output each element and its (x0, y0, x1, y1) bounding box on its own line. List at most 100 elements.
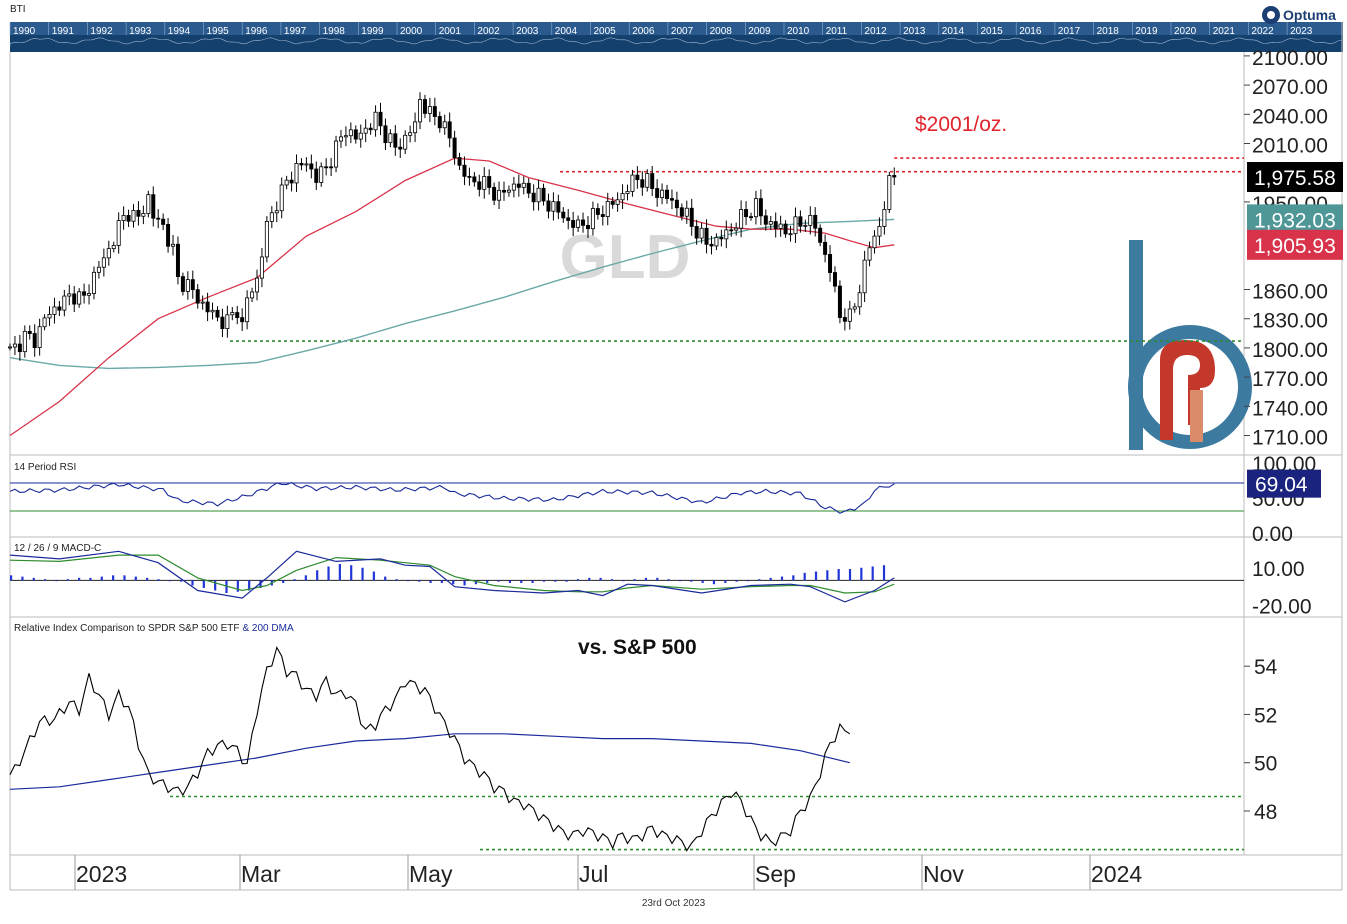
price-bar (161, 213, 166, 231)
rsi-value-box (1247, 469, 1321, 498)
price-bar (62, 289, 67, 317)
price-label-price: 1,975.58 (1254, 167, 1336, 190)
price-bar-body (72, 293, 77, 305)
price-bar (818, 224, 823, 247)
price-bar-body (620, 193, 625, 201)
year-label-2010: 2010 (787, 26, 810, 37)
price-bar-body (299, 163, 304, 166)
price-bar (867, 241, 872, 267)
price-bar-body (264, 221, 269, 258)
price-bar-body (852, 306, 857, 310)
price-tick-label: 2040.00 (1252, 105, 1328, 128)
price-bar (808, 206, 813, 235)
macd-histogram-bar (769, 577, 772, 581)
price-bar-body (422, 99, 427, 114)
macd-histogram-bar (66, 579, 69, 581)
price-bar-body (131, 210, 136, 222)
macd-histogram-bar (474, 580, 478, 585)
year-label-2011: 2011 (826, 26, 848, 37)
price-bar-body (457, 157, 462, 166)
price-bar-body (783, 223, 788, 235)
price-bar-body (803, 224, 808, 227)
price-bar (600, 205, 605, 226)
macd-histogram-bar (780, 576, 784, 581)
price-bar-body (768, 221, 773, 225)
price-bar (393, 125, 398, 156)
price-bar-body (180, 276, 185, 292)
price-bar-body (872, 235, 877, 249)
price-bar-body (101, 257, 106, 268)
price-bar (17, 334, 22, 361)
price-bar (689, 198, 694, 236)
macd-histogram-bar (225, 580, 228, 594)
price-bar (437, 111, 442, 133)
ribbon-trace (9, 37, 1343, 47)
price-bar-body (363, 127, 368, 134)
price-bar (487, 169, 492, 195)
price-bar (57, 301, 62, 317)
price-bar-body (566, 217, 571, 221)
macd-histogram-bar (78, 577, 81, 581)
macd-histogram-bar (338, 563, 341, 581)
price-bar-body (161, 218, 166, 225)
relative-tick-label: 54 (1254, 656, 1278, 679)
relative-title-main: Relative Index Comparison to SPDR S&P 50… (14, 623, 239, 634)
price-bar-body (862, 259, 867, 294)
price-bar (388, 129, 393, 148)
price-bar (655, 179, 660, 207)
macd-histogram-bar (531, 580, 534, 583)
panel-frames (9, 22, 1343, 891)
price-bar (541, 183, 546, 206)
macd-histogram-bar (678, 580, 682, 582)
price-bar (353, 125, 358, 144)
macd-histogram-bar (429, 580, 432, 583)
price-panel: 2100.002070.002040.002010.001950.001860.… (7, 47, 1343, 450)
price-bar-body (195, 289, 200, 304)
price-bar-body (245, 297, 250, 323)
price-bar (106, 240, 111, 266)
price-bar (724, 220, 729, 249)
price-bar-body (418, 99, 423, 123)
price-bar (516, 174, 521, 197)
macd-histogram-bar (554, 580, 557, 582)
price-bar (704, 219, 709, 254)
price-bar-body (324, 166, 329, 169)
price-bar (595, 203, 600, 220)
price-bar (467, 167, 472, 186)
price-bar (180, 272, 185, 296)
price-bar (235, 305, 240, 325)
price-bar (714, 233, 719, 251)
price-bar (383, 118, 388, 150)
optuma-brand-text: Optuma (1283, 7, 1336, 23)
price-bar (37, 318, 42, 356)
price-bar-body (52, 306, 57, 315)
price-bar-body (383, 125, 388, 144)
price-bar (141, 205, 146, 225)
macd-histogram-bar (282, 580, 285, 583)
price-bar (398, 138, 403, 158)
price-bar (314, 161, 319, 190)
price-bar-body (185, 279, 190, 292)
macd-histogram-bar (236, 580, 239, 592)
price-bar (338, 130, 343, 148)
price-bar (185, 271, 190, 300)
price-bar (373, 105, 378, 137)
price-bar-body (462, 164, 467, 177)
optuma-brand: Optuma (1262, 4, 1336, 26)
price-tick-label: 1860.00 (1252, 281, 1328, 304)
macd-histogram-bar (112, 575, 115, 581)
price-bar-body (215, 309, 220, 318)
macd-histogram-bar (520, 580, 523, 583)
price-bar-body (240, 317, 245, 323)
price-bar-body (600, 214, 605, 217)
price-bar-body (452, 137, 457, 158)
price-bar (758, 189, 763, 226)
price-bar (215, 306, 220, 322)
price-bar-body (432, 106, 437, 117)
price-bar (12, 335, 17, 356)
year-label-2006: 2006 (632, 26, 655, 37)
price-bar (195, 284, 200, 309)
price-bar-body (77, 291, 82, 305)
price-bar (798, 210, 803, 233)
price-bar-body (304, 163, 309, 166)
